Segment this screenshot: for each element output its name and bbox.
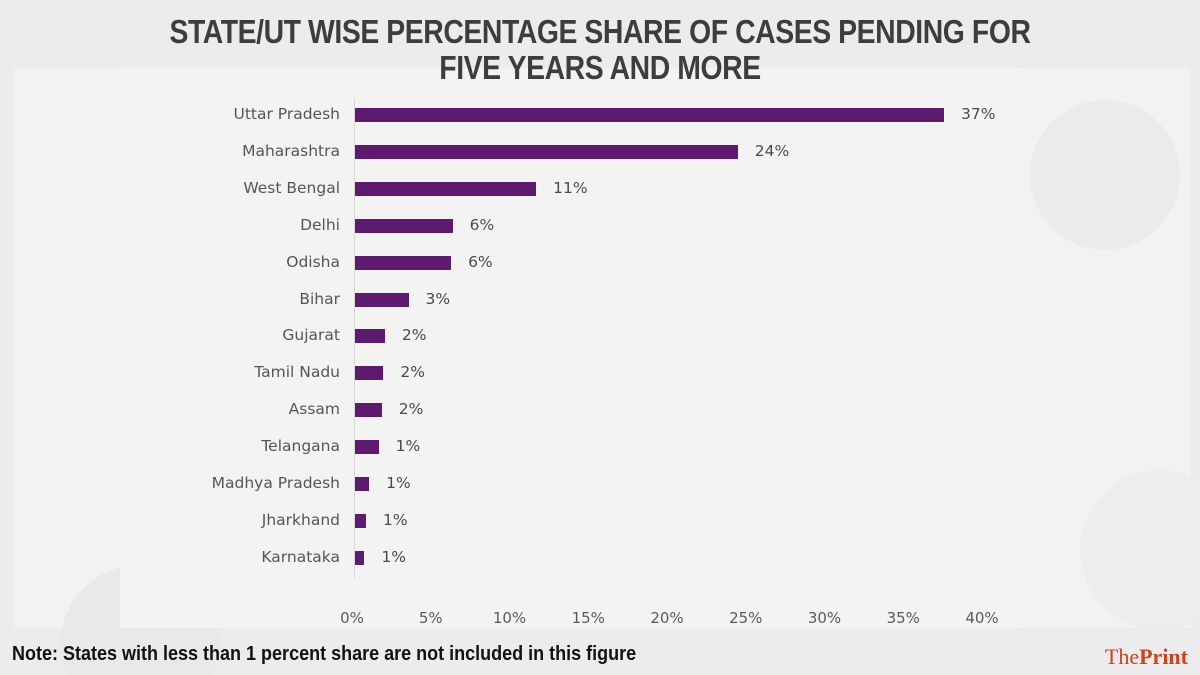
category-label: Maharashtra	[242, 141, 340, 160]
x-tick-label: 15%	[571, 609, 605, 627]
bar-row: Delhi 6%	[0, 209, 1200, 246]
bar	[355, 218, 453, 233]
x-tick-label: 30%	[807, 609, 842, 627]
value-label: 1%	[381, 547, 407, 566]
value-label: 6%	[468, 252, 493, 271]
category-label: Madhya Pradesh	[211, 474, 340, 492]
x-tick-label: 5%	[418, 609, 443, 627]
bar	[355, 329, 385, 344]
bar-row: Jharkhand 1%	[0, 504, 1200, 541]
chart-panel	[120, 68, 1020, 628]
bar	[355, 403, 382, 418]
x-tick-label: 20%	[650, 609, 684, 627]
background-circle-bottom-right	[1080, 470, 1200, 630]
bar-row: Assam 2%	[0, 393, 1200, 430]
bar-row: Gujarat 2%	[0, 319, 1200, 356]
x-tick-label: 10%	[492, 609, 527, 627]
brand-suffix: Print	[1139, 644, 1188, 669]
category-label: Tamil Nadu	[254, 363, 340, 382]
x-tick-label: 25%	[729, 609, 763, 627]
value-label: 2%	[401, 326, 427, 345]
category-label: Uttar Pradesh	[233, 105, 340, 123]
chart-title: STATE/UT WISE PERCENTAGE SHARE OF CASES …	[84, 14, 1116, 86]
value-label: 37%	[961, 105, 996, 123]
bar-row: Telangana 1%	[0, 430, 1200, 467]
x-tick-label: 40%	[965, 609, 999, 627]
category-label: Telangana	[261, 437, 340, 456]
chart-title-line-2: FIVE YEARS AND MORE	[439, 49, 761, 86]
footnote: Note: States with less than 1 percent sh…	[12, 643, 637, 665]
category-label: Delhi	[300, 215, 340, 234]
category-label: Odisha	[286, 252, 340, 271]
value-label: 24%	[754, 141, 790, 160]
bar-row: West Bengal 11%	[0, 172, 1200, 209]
category-label: Jharkhand	[261, 510, 340, 529]
brand-prefix: The	[1104, 644, 1140, 669]
value-label: 2%	[398, 400, 424, 419]
bar-row: Tamil Nadu 2%	[0, 356, 1200, 393]
category-label: Karnataka	[261, 547, 340, 566]
value-label: 6%	[469, 215, 495, 234]
bar	[355, 144, 738, 159]
bar	[355, 513, 367, 528]
bar-row: Bihar 3%	[0, 283, 1200, 320]
bar	[355, 181, 537, 196]
bar-row: Maharashtra 24%	[0, 135, 1200, 172]
y-axis-line	[354, 98, 355, 578]
category-label: Bihar	[299, 289, 340, 308]
value-label: 1%	[395, 437, 421, 456]
bar	[355, 550, 365, 565]
bar	[355, 108, 945, 122]
value-label: 11%	[553, 178, 588, 197]
value-label: 1%	[383, 510, 408, 529]
category-label: Assam	[288, 400, 340, 419]
bar-row: Odisha 6%	[0, 246, 1200, 283]
x-tick-label: 0%	[340, 609, 364, 627]
bar	[355, 292, 409, 307]
category-label: Gujarat	[282, 326, 340, 345]
x-tick-label: 35%	[886, 609, 920, 627]
bar	[355, 366, 384, 381]
category-label: West Bengal	[243, 178, 340, 197]
value-label: 3%	[425, 289, 451, 308]
bar-row: Uttar Pradesh 37%	[0, 98, 1200, 135]
brand-logo: ThePrint	[1105, 644, 1188, 670]
bar-row: Madhya Pradesh 1%	[0, 467, 1200, 504]
background-circle-right	[1030, 100, 1180, 250]
chart-title-line-1: STATE/UT WISE PERCENTAGE SHARE OF CASES …	[169, 13, 1031, 50]
bar	[355, 255, 452, 270]
bar	[355, 477, 370, 491]
bar	[355, 440, 379, 455]
value-label: 1%	[386, 474, 411, 492]
value-label: 2%	[400, 363, 425, 382]
bar-row: Karnataka 1%	[0, 541, 1200, 578]
